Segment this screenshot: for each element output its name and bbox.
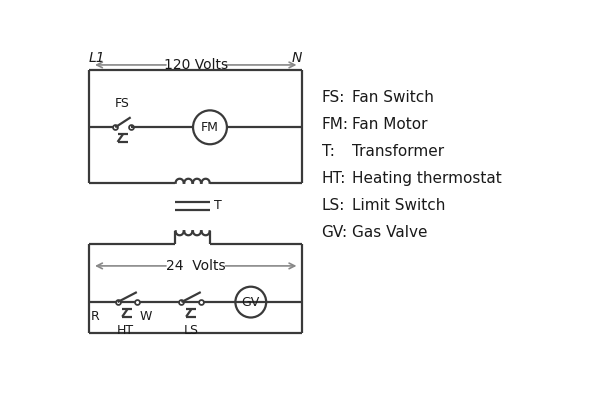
Text: L1: L1: [89, 51, 106, 65]
Text: R: R: [91, 310, 99, 323]
Text: 120 Volts: 120 Volts: [163, 58, 228, 72]
Text: LS: LS: [183, 324, 199, 337]
Text: FM: FM: [201, 121, 219, 134]
Text: HT: HT: [117, 324, 134, 337]
Text: Fan Switch: Fan Switch: [352, 90, 434, 105]
Text: HT:: HT:: [322, 171, 346, 186]
Text: N: N: [292, 51, 302, 65]
Text: FM:: FM:: [322, 117, 349, 132]
Text: Transformer: Transformer: [352, 144, 444, 159]
Text: 24  Volts: 24 Volts: [166, 259, 225, 273]
Text: W: W: [139, 310, 152, 323]
Text: T: T: [214, 199, 222, 212]
Text: T:: T:: [322, 144, 335, 159]
Text: FS:: FS:: [322, 90, 345, 105]
Text: Limit Switch: Limit Switch: [352, 198, 446, 213]
Text: GV:: GV:: [322, 225, 348, 240]
Text: LS:: LS:: [322, 198, 345, 213]
Text: FS: FS: [114, 97, 129, 110]
Text: Gas Valve: Gas Valve: [352, 225, 428, 240]
Text: Fan Motor: Fan Motor: [352, 117, 428, 132]
Text: Heating thermostat: Heating thermostat: [352, 171, 502, 186]
Text: GV: GV: [242, 296, 260, 309]
